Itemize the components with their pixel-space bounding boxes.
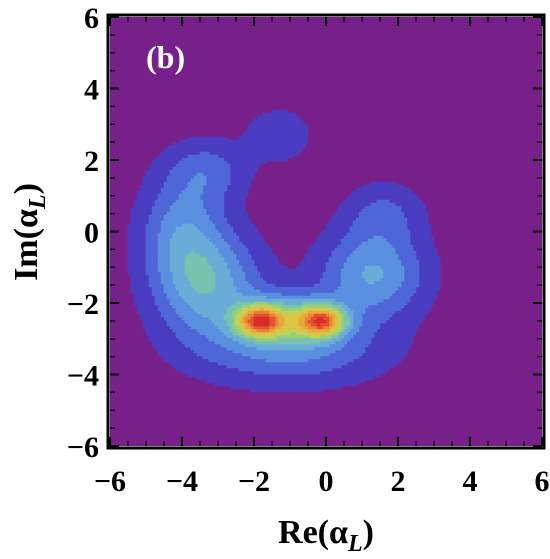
y-tick-label: −2 (67, 288, 99, 321)
y-axis-title-sub: L (25, 194, 51, 210)
panel-label: (b) (146, 39, 185, 75)
y-tick-label: −4 (67, 360, 99, 393)
y-axis-title-paren: ) (8, 183, 45, 194)
x-tick-label: 6 (535, 465, 550, 498)
x-axis-title-paren: ) (363, 514, 374, 551)
x-tick-labels: −6 −4 −2 0 2 4 6 (94, 465, 550, 498)
contour-level-12 (253, 316, 327, 327)
contour-levels (127, 109, 441, 393)
x-axis-title-sub: L (347, 531, 363, 557)
x-tick-label: 2 (391, 465, 406, 498)
y-tick-labels: −6 −4 −2 0 2 4 6 (67, 2, 99, 464)
x-tick-label: −2 (238, 465, 270, 498)
tick-marks (109, 16, 543, 447)
y-tick-label: 2 (84, 145, 99, 178)
y-axis-title-main: Im(α (8, 209, 45, 281)
x-tick-label: 0 (319, 465, 334, 498)
y-axis-title: Im(αL) (8, 183, 51, 281)
x-tick-label: −4 (166, 465, 198, 498)
y-tick-label: −6 (67, 431, 99, 464)
y-tick-label: 0 (84, 217, 99, 250)
y-tick-label: 6 (84, 2, 99, 35)
x-tick-label: 4 (463, 465, 478, 498)
x-axis-title-main: Re(α (278, 514, 348, 551)
y-tick-label: 4 (84, 74, 99, 107)
plot-frame (106, 13, 546, 450)
x-tick-label: −6 (94, 465, 126, 498)
x-axis-title: Re(αL) (278, 514, 374, 557)
